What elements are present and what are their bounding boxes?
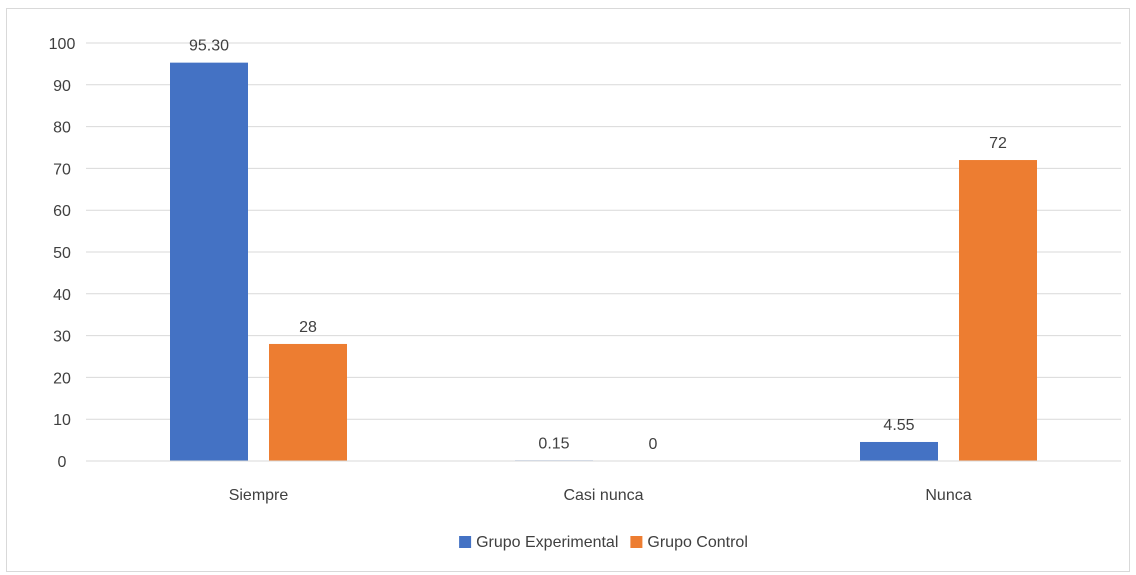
x-tick-label: Casi nunca bbox=[563, 487, 643, 504]
y-axis-tick-labels: 0 10 20 30 40 50 60 70 80 90 100 bbox=[49, 36, 76, 471]
bar-grupo-control-2 bbox=[959, 160, 1037, 462]
data-label: 0 bbox=[649, 436, 658, 453]
legend-swatch-grupo-experimental bbox=[459, 536, 472, 548]
bar-grupo-control-0 bbox=[269, 343, 347, 461]
legend: Grupo Experimental Grupo Control bbox=[459, 534, 748, 551]
bar-grupo-experimental-2 bbox=[860, 441, 938, 461]
legend-label: Grupo Control bbox=[647, 534, 748, 551]
x-axis-tick-labels: Siempre Casi nunca Nunca bbox=[86, 460, 1121, 504]
x-tick-label: Siempre bbox=[229, 487, 289, 504]
y-tick-label: 90 bbox=[53, 78, 71, 95]
data-label: 72 bbox=[989, 135, 1007, 152]
y-tick-label: 0 bbox=[58, 454, 67, 471]
y-tick-label: 100 bbox=[49, 36, 76, 53]
x-tick-label: Nunca bbox=[925, 487, 971, 504]
y-tick-label: 60 bbox=[53, 203, 71, 220]
y-tick-label: 20 bbox=[53, 370, 71, 387]
y-tick-label: 30 bbox=[53, 329, 71, 346]
y-tick-label: 50 bbox=[53, 245, 71, 262]
data-labels: 95.30 28 0.15 0 4.55 72 bbox=[189, 38, 1007, 453]
bars bbox=[170, 62, 1037, 462]
data-label: 95.30 bbox=[189, 38, 229, 55]
bar-grupo-experimental-0 bbox=[170, 62, 248, 462]
y-tick-label: 80 bbox=[53, 120, 71, 137]
chart-frame: 0 10 20 30 40 50 60 70 80 90 100 95.30 28 0.15 0 4.55 7… bbox=[6, 8, 1130, 572]
y-tick-label: 70 bbox=[53, 161, 71, 178]
legend-swatch-grupo-control bbox=[630, 536, 643, 548]
y-tick-label: 40 bbox=[53, 287, 71, 304]
y-tick-label: 10 bbox=[53, 412, 71, 429]
gridlines bbox=[86, 42, 1121, 462]
data-label: 4.55 bbox=[883, 417, 914, 434]
data-label: 0.15 bbox=[538, 435, 569, 452]
bar-chart: 0 10 20 30 40 50 60 70 80 90 100 95.30 28 0.15 0 4.55 7… bbox=[49, 36, 1121, 551]
data-label: 28 bbox=[299, 319, 317, 336]
legend-label: Grupo Experimental bbox=[476, 534, 618, 551]
